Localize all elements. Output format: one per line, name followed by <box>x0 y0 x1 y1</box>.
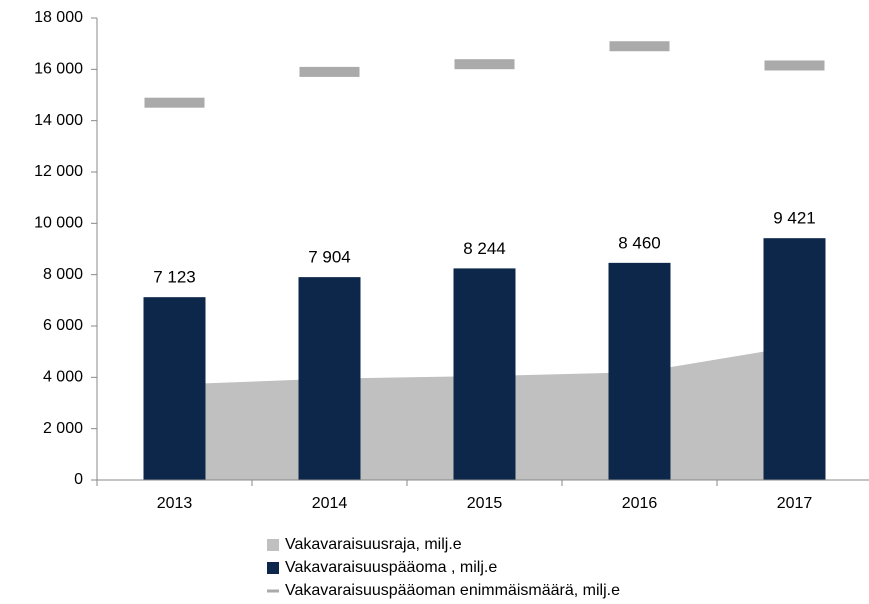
marker <box>609 41 670 52</box>
legend-swatch <box>267 562 279 574</box>
x-tick-label: 2017 <box>777 495 813 512</box>
bar <box>608 262 671 480</box>
bar <box>298 277 361 480</box>
y-tick-label: 18 000 <box>34 9 83 26</box>
x-tick-label: 2013 <box>157 495 193 512</box>
data-label: 9 421 <box>773 209 816 228</box>
y-tick-label: 8 000 <box>43 266 83 283</box>
marker <box>144 97 205 108</box>
bar <box>453 268 516 480</box>
y-tick-label: 4 000 <box>43 369 83 386</box>
marker <box>299 66 360 77</box>
bar <box>143 297 206 480</box>
x-tick-label: 2015 <box>467 495 503 512</box>
y-tick-label: 16 000 <box>34 61 83 78</box>
data-label: 7 904 <box>308 248 351 267</box>
legend-label: Vakavaraisuuspääoman enimmäismäärä, milj… <box>285 582 620 599</box>
marker <box>764 60 825 71</box>
legend-label: Vakavaraisuuspääoma , milj.e <box>285 559 497 576</box>
data-label: 8 244 <box>463 239 506 258</box>
y-tick-label: 0 <box>74 471 83 488</box>
x-tick-label: 2014 <box>312 495 348 512</box>
y-tick-label: 6 000 <box>43 317 83 334</box>
y-tick-label: 2 000 <box>43 420 83 437</box>
y-tick-label: 12 000 <box>34 163 83 180</box>
y-tick-label: 14 000 <box>34 112 83 129</box>
y-tick-label: 10 000 <box>34 215 83 232</box>
x-tick-label: 2016 <box>622 495 658 512</box>
data-label: 8 460 <box>618 233 661 252</box>
marker <box>454 59 515 70</box>
bar <box>763 238 826 480</box>
legend-label: Vakavaraisuusraja, milj.e <box>285 536 462 553</box>
data-label: 7 123 <box>153 268 196 287</box>
legend-swatch <box>267 539 279 551</box>
